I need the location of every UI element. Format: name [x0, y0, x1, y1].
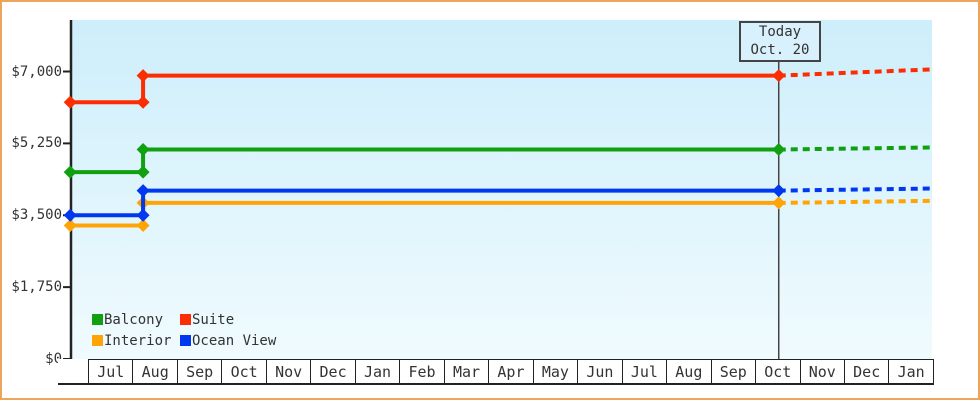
month-cell: Feb: [399, 359, 444, 383]
month-cell: Jan: [354, 359, 400, 383]
interior-data-point-marker: [772, 196, 786, 210]
suite-price-line: [70, 73, 779, 105]
balcony-data-point-marker: [772, 143, 786, 157]
legend-label: Interior: [104, 332, 172, 349]
month-cell: Aug: [666, 359, 711, 383]
suite-data-point-marker: [63, 95, 77, 109]
balcony-data-point-marker: [136, 165, 150, 179]
y-axis-tick-label: $1,750: [11, 279, 62, 296]
interior-projected-line: [778, 198, 930, 205]
month-cell: May: [532, 359, 578, 383]
month-cell: Dec: [310, 359, 355, 383]
today-label: Today: [758, 24, 802, 40]
ocean-view-data-point-marker: [63, 208, 77, 222]
month-cell: Jun: [577, 359, 622, 383]
legend: Balcony Suite Interior Ocean View: [92, 311, 277, 349]
ocean-view-price-line: [70, 188, 779, 218]
legend-item-ocean-view: Ocean View: [180, 332, 277, 349]
legend-swatch-interior: [92, 335, 103, 346]
month-cell: Jul: [88, 359, 133, 383]
x-axis-month-row: Jul Aug Sep Oct Nov Dec Jan Feb Mar Apr May Jun Jul A…: [58, 359, 934, 385]
legend-item-suite: Suite: [180, 311, 276, 328]
balcony-price-line: [70, 147, 779, 175]
y-axis-tick-label: $0: [45, 351, 62, 367]
month-cell: Jul: [621, 359, 667, 383]
month-cell: Nov: [799, 359, 844, 383]
month-cell: Jan: [888, 359, 934, 383]
ocean-view-data-point-marker: [772, 184, 786, 198]
ocean-view-data-point-marker: [136, 208, 150, 222]
y-axis-tick-label: $7,000: [11, 63, 62, 80]
legend-label: Balcony: [104, 311, 164, 328]
balcony-data-point-marker: [63, 165, 77, 179]
month-cell: Sep: [710, 359, 756, 383]
interior-data-point-marker: [136, 219, 150, 233]
suite-data-point-marker: [136, 95, 150, 109]
legend-label: Suite: [192, 311, 235, 328]
suite-projected-line: [778, 67, 930, 78]
month-cell: Sep: [176, 359, 222, 383]
month-cell: Nov: [265, 359, 311, 383]
month-cell: Oct: [755, 359, 800, 383]
legend-item-balcony: Balcony: [92, 311, 180, 328]
y-axis-tick-label: $3,500: [11, 207, 62, 224]
today-marker-box: Today Oct. 20: [739, 21, 821, 62]
suite-data-point-marker: [136, 69, 150, 83]
month-cell: Oct: [221, 359, 266, 383]
legend-swatch-ocean-view: [180, 335, 191, 346]
month-cell: Mar: [443, 359, 489, 383]
legend-swatch-balcony: [92, 314, 103, 325]
month-cell: Aug: [132, 359, 177, 383]
month-cell: Dec: [843, 359, 889, 383]
ocean-view-projected-line: [778, 186, 930, 193]
legend-item-interior: Interior: [92, 332, 180, 349]
legend-label: Ocean View: [192, 332, 277, 349]
interior-data-point-marker: [63, 219, 77, 233]
balcony-data-point-marker: [136, 143, 150, 157]
month-cell: Apr: [488, 359, 533, 383]
legend-swatch-suite: [180, 314, 191, 325]
month-row-lead-spacer: [58, 359, 88, 383]
ocean-view-data-point-marker: [136, 184, 150, 198]
suite-data-point-marker: [772, 69, 786, 83]
balcony-projected-line: [778, 145, 930, 152]
y-axis-tick-label: $5,250: [11, 135, 62, 152]
today-date-label: Oct. 20: [750, 42, 810, 58]
